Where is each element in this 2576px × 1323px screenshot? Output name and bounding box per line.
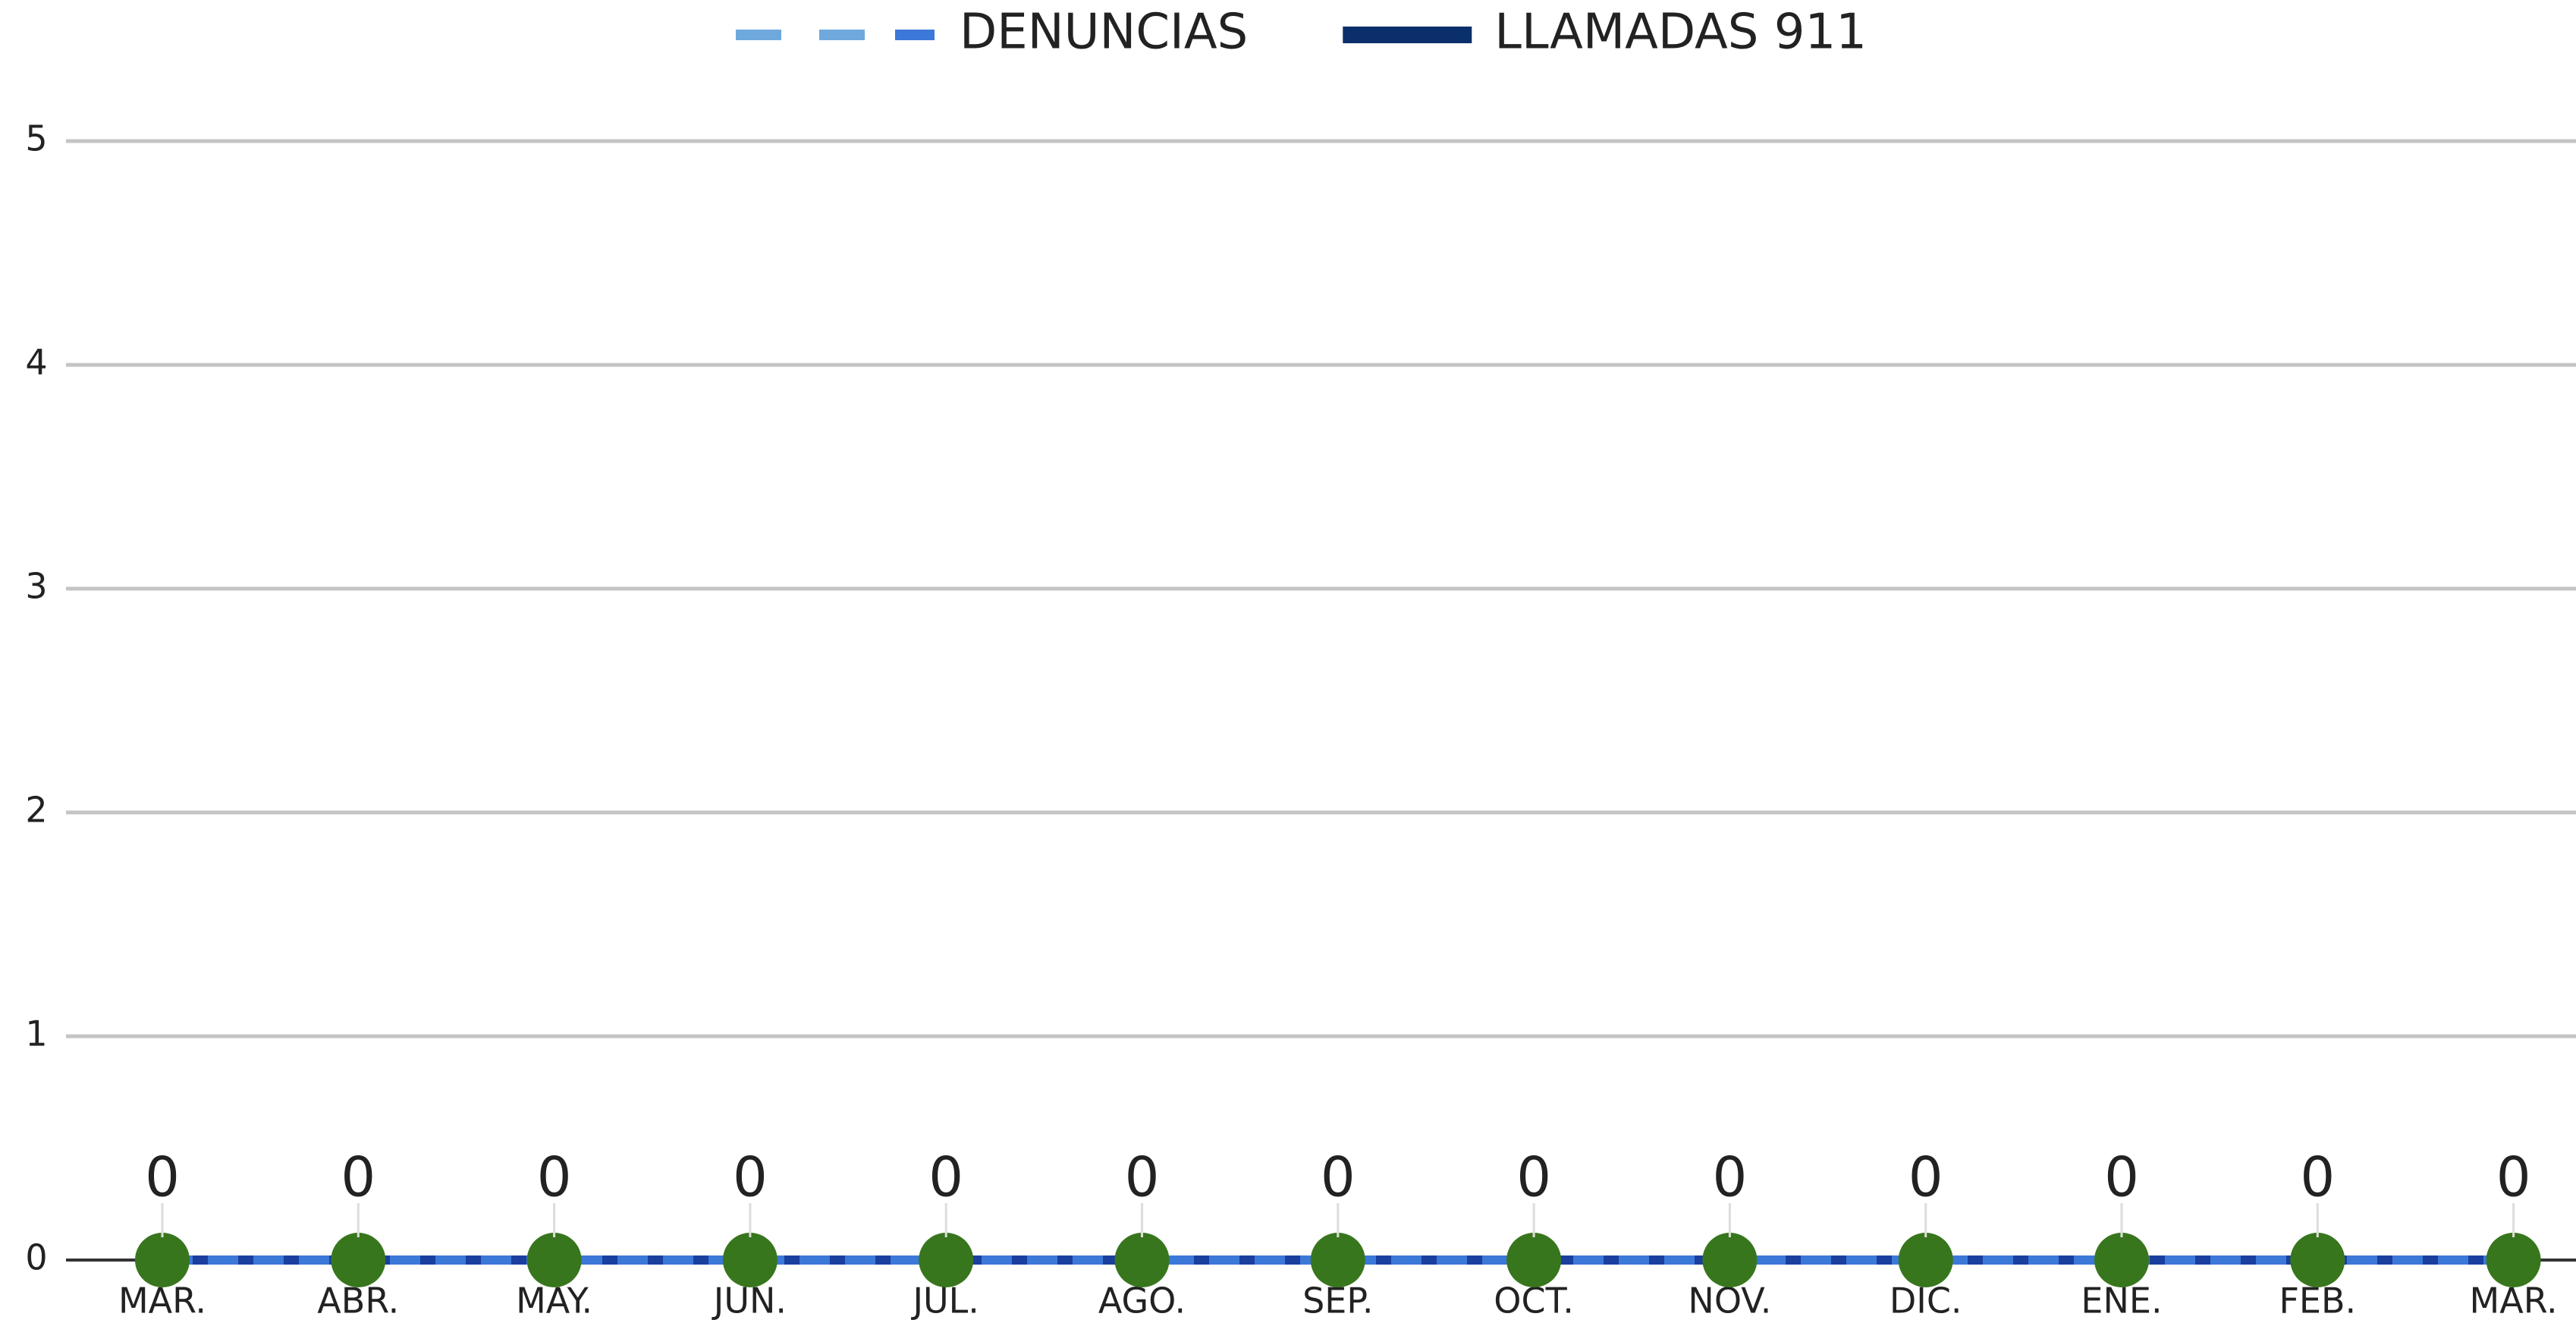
data-label: 0 bbox=[145, 1145, 180, 1209]
marker bbox=[2094, 1233, 2149, 1287]
marker bbox=[135, 1233, 190, 1287]
y-tick-label: 5 bbox=[25, 118, 47, 159]
data-label: 0 bbox=[733, 1145, 768, 1209]
legend-label: DENUNCIAS bbox=[960, 5, 1248, 61]
y-tick-label: 3 bbox=[25, 566, 47, 607]
y-tick-label: 1 bbox=[25, 1013, 47, 1054]
y-tick-label: 2 bbox=[25, 790, 47, 831]
marker bbox=[722, 1233, 778, 1287]
marker bbox=[1310, 1233, 1365, 1287]
y-tick-label: 0 bbox=[25, 1237, 47, 1278]
marker bbox=[1898, 1233, 1953, 1287]
data-label: 0 bbox=[1516, 1145, 1551, 1209]
marker bbox=[1114, 1233, 1170, 1287]
marker bbox=[1506, 1233, 1562, 1287]
data-label: 0 bbox=[928, 1145, 963, 1209]
data-label: 0 bbox=[2104, 1145, 2139, 1209]
data-label: 0 bbox=[1321, 1145, 1356, 1209]
marker bbox=[331, 1233, 386, 1287]
data-label: 0 bbox=[1125, 1145, 1160, 1209]
data-label: 0 bbox=[537, 1145, 572, 1209]
marker bbox=[919, 1233, 974, 1287]
marker bbox=[1702, 1233, 1758, 1287]
data-label: 0 bbox=[341, 1145, 375, 1209]
data-label: 0 bbox=[2496, 1145, 2531, 1209]
marker bbox=[526, 1233, 582, 1287]
data-label: 0 bbox=[2300, 1145, 2335, 1209]
y-tick-label: 4 bbox=[25, 342, 47, 383]
data-label: 0 bbox=[1712, 1145, 1747, 1209]
data-label: 0 bbox=[1908, 1145, 1943, 1209]
legend-label: LLAMADAS 911 bbox=[1494, 5, 1867, 61]
marker bbox=[2290, 1233, 2345, 1287]
marker bbox=[2486, 1233, 2541, 1287]
